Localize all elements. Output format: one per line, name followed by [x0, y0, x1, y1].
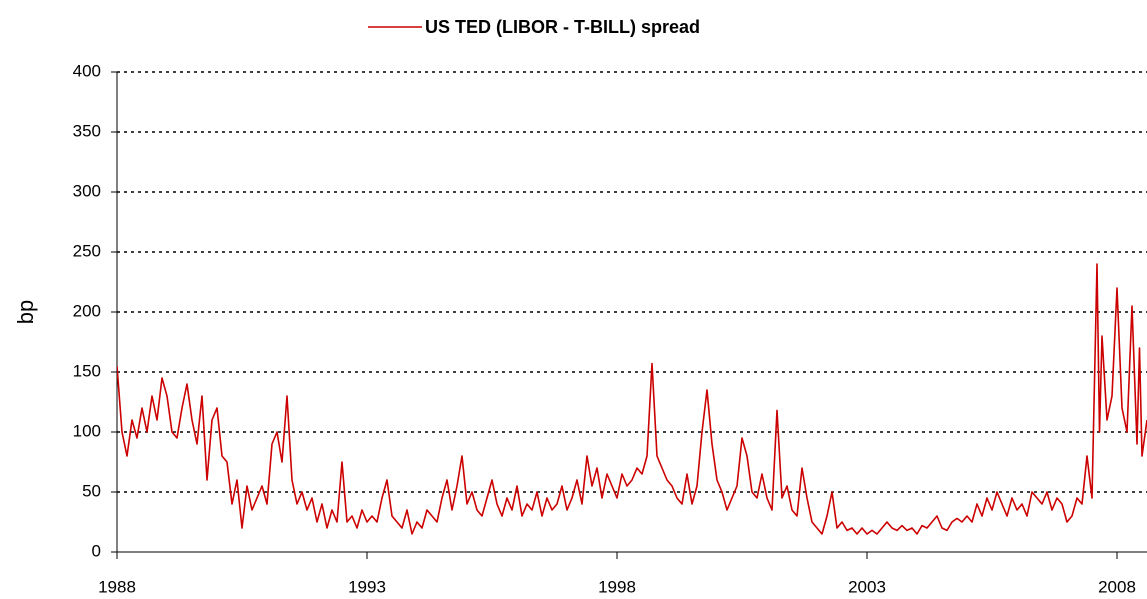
y-axis-label: bp: [13, 300, 38, 324]
y-tick-label: 150: [73, 361, 101, 380]
x-tick-label: 1988: [98, 577, 136, 596]
y-tick-label: 350: [73, 121, 101, 140]
y-tick-label: 250: [73, 241, 101, 260]
y-tick-label: 50: [82, 481, 101, 500]
y-tick-label: 400: [73, 61, 101, 80]
y-tick-label: 0: [92, 541, 101, 560]
x-tick-label: 1998: [598, 577, 636, 596]
x-tick-label: 1993: [348, 577, 386, 596]
x-tick-label: 2008: [1098, 577, 1136, 596]
x-tick-label: 2003: [848, 577, 886, 596]
y-tick-label: 100: [73, 421, 101, 440]
legend-label: US TED (LIBOR - T-BILL) spread: [425, 17, 700, 37]
y-tick-label: 200: [73, 301, 101, 320]
y-tick-label: 300: [73, 181, 101, 200]
data-line: [117, 263, 1147, 535]
